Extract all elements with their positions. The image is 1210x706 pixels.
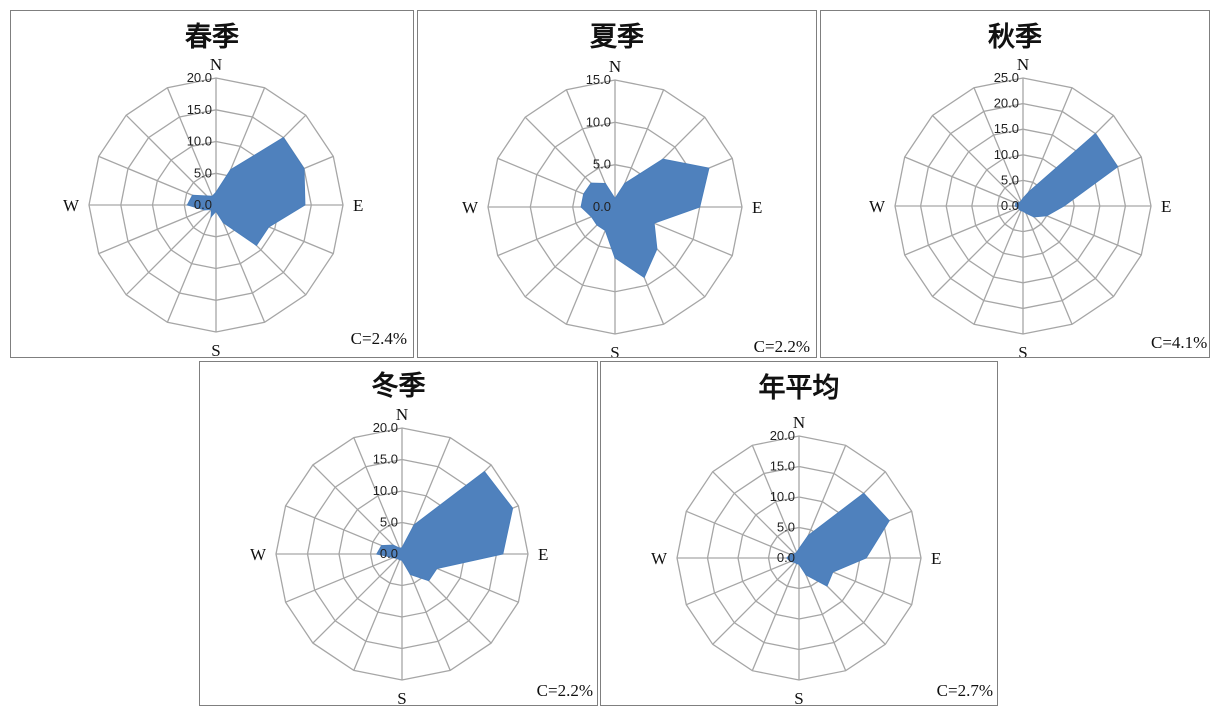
wind-frequency-area	[580, 158, 710, 279]
radial-tick-label: 0.0	[777, 550, 795, 565]
grid-spoke	[1022, 205, 1073, 325]
grid-spoke	[98, 204, 217, 255]
wind-frequency-area	[186, 136, 306, 247]
wind-rose-panel-autumn: 0.0 5.0 10.0 15.0 20.0 25.0 N E S W 秋季 C=4.1%	[820, 10, 1210, 358]
grid-spoke	[215, 204, 266, 323]
grid-spoke	[932, 205, 1024, 297]
calm-percentage: C=2.2%	[536, 681, 593, 700]
grid-spoke	[125, 114, 217, 206]
radial-tick-label: 10.0	[586, 114, 611, 129]
radial-tick-label: 15.0	[586, 72, 611, 87]
radial-tick-label: 10.0	[770, 489, 795, 504]
grid-spoke	[932, 115, 1024, 207]
compass-direction-label: W	[869, 197, 886, 216]
grid-spoke	[312, 553, 403, 644]
grid-spoke	[712, 557, 800, 645]
compass-direction-label: S	[794, 689, 803, 706]
radial-tick-label: 0.0	[1001, 198, 1019, 213]
compass-direction-label: S	[1018, 343, 1027, 358]
compass-direction-label: W	[63, 196, 80, 215]
grid-spoke	[751, 557, 800, 671]
wind-frequency-area	[1014, 132, 1119, 218]
compass-direction-label: N	[609, 57, 621, 76]
wind-frequency-area	[786, 492, 890, 587]
radial-tick-label: 25.0	[994, 70, 1019, 85]
radial-tick-label: 10.0	[373, 483, 398, 498]
radial-tick-label: 15.0	[770, 459, 795, 474]
compass-direction-label: E	[353, 196, 363, 215]
grid-spoke	[125, 204, 217, 296]
compass-direction-label: W	[250, 545, 267, 564]
radial-tick-label: 0.0	[593, 199, 611, 214]
compass-direction-label: N	[396, 405, 408, 424]
chart-title: 春季	[185, 22, 239, 53]
calm-percentage: C=4.1%	[1151, 333, 1208, 352]
wind-rose-panel-annual: 0.0 5.0 10.0 15.0 20.0 N E S W 年平均 C=2.7%	[600, 361, 998, 706]
radial-tick-label: 0.0	[380, 546, 398, 561]
radial-tick-label: 5.0	[777, 520, 795, 535]
radial-tick-label: 5.0	[1001, 172, 1019, 187]
grid-spoke	[166, 87, 217, 206]
compass-direction-label: W	[651, 549, 668, 568]
compass-direction-label: W	[462, 198, 479, 217]
wind-rose-chart: 0.0 5.0 10.0 15.0 20.0 25.0N E S W	[869, 55, 1171, 358]
grid-spoke	[285, 553, 403, 603]
grid-spoke	[973, 205, 1024, 325]
compass-direction-label: E	[538, 545, 548, 564]
radial-tick-label: 10.0	[994, 147, 1019, 162]
grid-spoke	[686, 510, 800, 559]
compass-direction-label: E	[752, 198, 762, 217]
compass-direction-label: N	[1017, 55, 1029, 74]
calm-percentage: C=2.2%	[753, 337, 810, 356]
wind-rose-chart: 0.0 5.0 10.0 15.0N E S W	[462, 57, 762, 358]
radial-tick-label: 20.0	[994, 96, 1019, 111]
grid-spoke	[904, 205, 1024, 256]
compass-direction-label: N	[210, 55, 222, 74]
radial-tick-label: 15.0	[373, 452, 398, 467]
grid-spoke	[712, 471, 800, 559]
wind-frequency-area	[376, 470, 514, 582]
radial-tick-label: 5.0	[380, 515, 398, 530]
radial-tick-label: 20.0	[373, 420, 398, 435]
compass-direction-label: N	[793, 413, 805, 432]
grid-spoke	[973, 87, 1024, 207]
grid-spoke	[312, 464, 403, 555]
grid-spoke	[353, 437, 403, 555]
chart-title: 年平均	[758, 373, 840, 404]
chart-title: 夏季	[590, 22, 644, 53]
wind-rose-panel-summer: 0.0 5.0 10.0 15.0 N E S W 夏季 C=2.2%	[417, 10, 817, 358]
wind-rose-chart: 0.0 5.0 10.0 15.0 20.0N E S W	[63, 55, 363, 358]
radial-tick-label: 10.0	[187, 134, 212, 149]
radial-tick-label: 15.0	[187, 102, 212, 117]
wind-rose-chart: 0.0 5.0 10.0 15.0 20.0N E S W	[250, 405, 548, 706]
radial-tick-label: 20.0	[770, 428, 795, 443]
radial-tick-label: 20.0	[187, 70, 212, 85]
grid-spoke	[166, 204, 217, 323]
calm-percentage: C=2.4%	[350, 329, 407, 348]
grid-spoke	[1022, 205, 1114, 297]
grid-spoke	[798, 557, 847, 671]
chart-title: 冬季	[371, 371, 426, 402]
radial-tick-label: 15.0	[994, 121, 1019, 136]
radial-tick-label: 5.0	[194, 165, 212, 180]
wind-rose-chart: 0.0 5.0 10.0 15.0 20.0N E S W	[651, 413, 941, 706]
wind-rose-panel-spring: 0.0 5.0 10.0 15.0 20.0 N E S W 春季 C=2.4%	[10, 10, 414, 358]
chart-title: 秋季	[988, 22, 1042, 53]
radial-tick-label: 0.0	[194, 197, 212, 212]
grid-spoke	[353, 553, 403, 671]
compass-direction-label: S	[211, 341, 220, 358]
compass-direction-label: E	[931, 549, 941, 568]
wind-rose-panel-winter: 0.0 5.0 10.0 15.0 20.0 N E S W 冬季 C=2.2%	[199, 361, 598, 706]
grid-spoke	[751, 445, 800, 559]
compass-direction-label: E	[1161, 197, 1171, 216]
grid-spoke	[1022, 87, 1073, 207]
compass-direction-label: S	[397, 689, 406, 706]
calm-percentage: C=2.7%	[936, 681, 993, 700]
radial-tick-label: 5.0	[593, 157, 611, 172]
compass-direction-label: S	[610, 343, 619, 358]
grid-spoke	[686, 557, 800, 606]
grid-spoke	[904, 156, 1024, 207]
